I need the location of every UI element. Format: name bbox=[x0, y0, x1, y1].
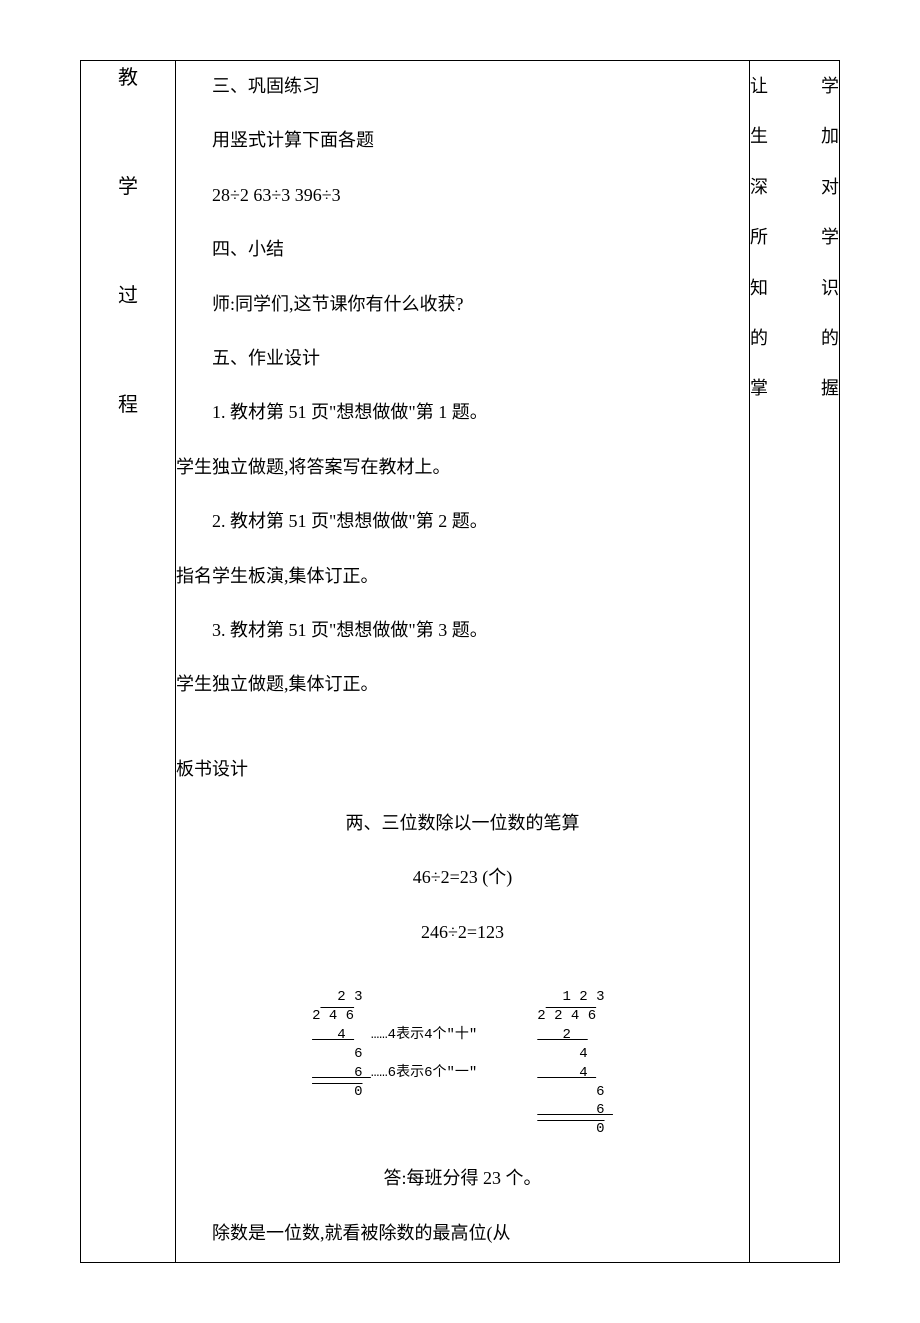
section-3-title: 三、巩固练习 bbox=[176, 61, 749, 111]
hw-item-2: 2. 教材第 51 页"想想做做"第 2 题。 bbox=[176, 496, 749, 546]
section-5-title: 五、作业设计 bbox=[176, 333, 749, 383]
right-note-4: 所学 bbox=[750, 212, 839, 262]
board-subtitle: 两、三位数除以一位数的笔算 bbox=[176, 798, 749, 848]
left-char-3: 过 bbox=[81, 279, 175, 308]
long-division-right: 1 2 3 2 2 4 6 2 4 4 6 6 0 bbox=[537, 969, 613, 1139]
hw-item-1: 1. 教材第 51 页"想想做做"第 1 题。 bbox=[176, 387, 749, 437]
left-column: 教 学 过 程 bbox=[81, 61, 176, 1263]
right-note-7: 掌握 bbox=[750, 363, 839, 413]
answer-line: 答:每班分得 23 个。 bbox=[176, 1153, 749, 1203]
teacher-question: 师:同学们,这节课你有什么收获? bbox=[176, 279, 749, 329]
long-division-left: 2 3 2 4 6 4 ……4表示4个"十" 6 6 ……6表示6个"一" 0 bbox=[312, 969, 477, 1101]
right-note-6: 的的 bbox=[750, 313, 839, 363]
equation-2: 246÷2=123 bbox=[176, 907, 749, 957]
right-note-2: 生加 bbox=[750, 111, 839, 161]
problems-line: 28÷2 63÷3 396÷3 bbox=[176, 170, 749, 220]
right-note-3: 深对 bbox=[750, 162, 839, 212]
long-division-diagrams: 2 3 2 4 6 4 ……4表示4个"十" 6 6 ……6表示6个"一" 0 … bbox=[176, 969, 749, 1139]
hw-item-2-detail: 指名学生板演,集体订正。 bbox=[176, 551, 749, 601]
blank-spacer bbox=[176, 714, 749, 744]
lesson-plan-table: 教 学 过 程 三、巩固练习 用竖式计算下面各题 28÷2 63÷3 396÷3… bbox=[80, 60, 840, 1263]
section-3-instruction: 用竖式计算下面各题 bbox=[176, 115, 749, 165]
board-design-title: 板书设计 bbox=[176, 744, 749, 794]
right-note-1: 让学 bbox=[750, 61, 839, 111]
left-char-1: 教 bbox=[81, 61, 175, 90]
hw-item-3-detail: 学生独立做题,集体订正。 bbox=[176, 659, 749, 709]
equation-1: 46÷2=23 (个) bbox=[176, 852, 749, 902]
hw-item-3: 3. 教材第 51 页"想想做做"第 3 题。 bbox=[176, 605, 749, 655]
rule-line: 除数是一位数,就看被除数的最高位(从 bbox=[176, 1208, 749, 1258]
middle-column: 三、巩固练习 用竖式计算下面各题 28÷2 63÷3 396÷3 四、小结 师:… bbox=[176, 61, 750, 1263]
left-char-2: 学 bbox=[81, 170, 175, 199]
section-4-title: 四、小结 bbox=[176, 224, 749, 274]
right-note-5: 知识 bbox=[750, 263, 839, 313]
left-char-4: 程 bbox=[81, 388, 175, 417]
hw-item-1-detail: 学生独立做题,将答案写在教材上。 bbox=[176, 442, 749, 492]
right-column: 让学 生加 深对 所学 知识 的的 掌握 bbox=[750, 61, 840, 1263]
